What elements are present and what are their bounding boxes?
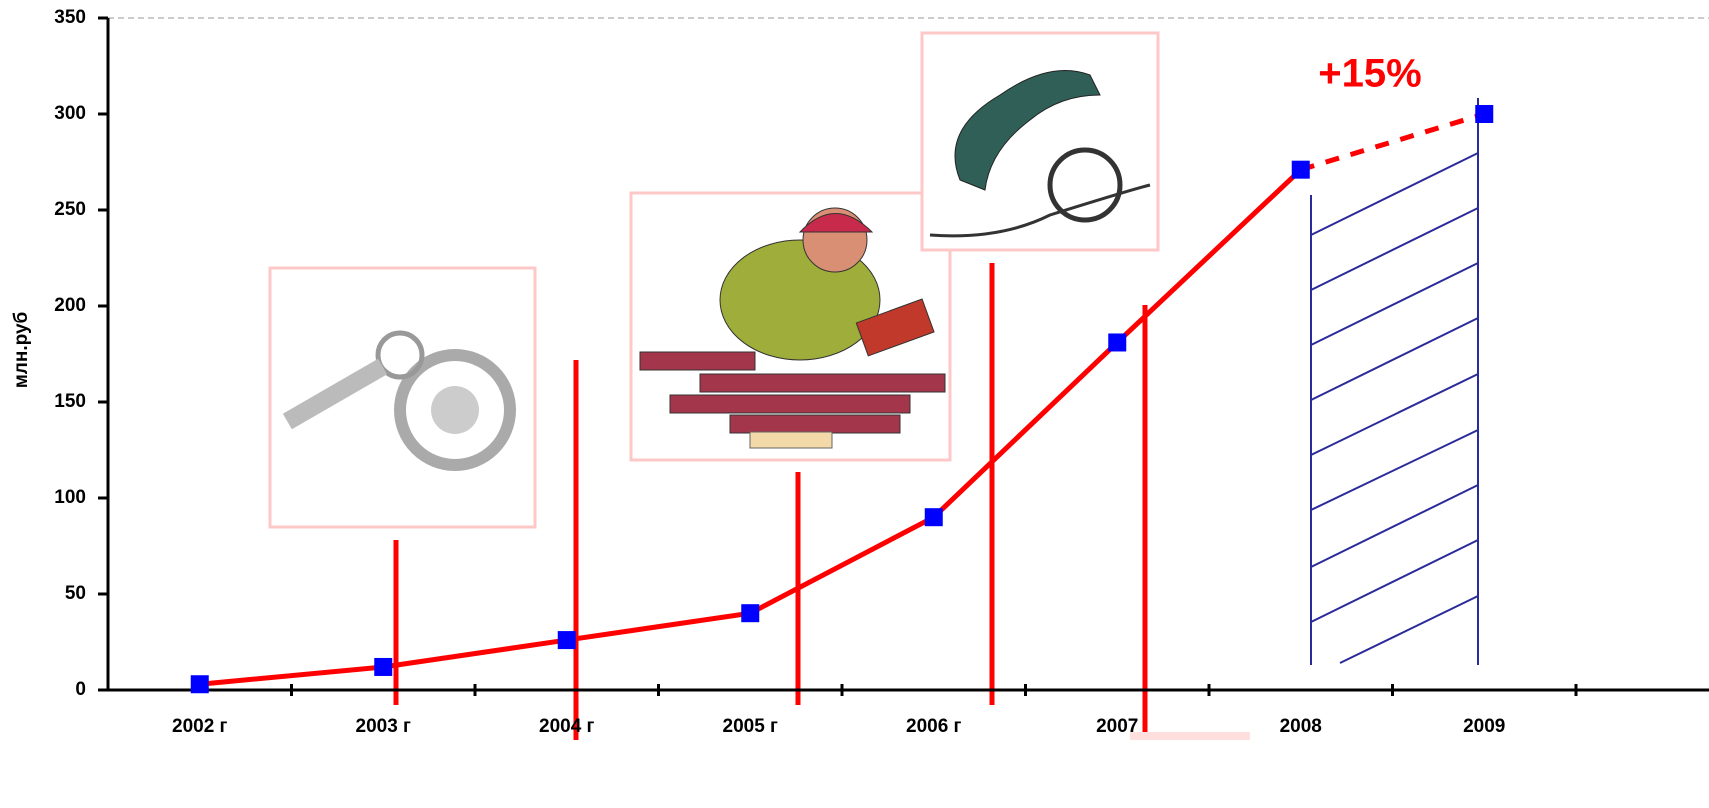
x-tick-label: 2007	[1096, 716, 1138, 737]
y-tick-label: 100	[54, 487, 86, 508]
line-forecast	[1300, 111, 1485, 173]
marker	[557, 631, 576, 650]
y-tick-label: 50	[65, 583, 86, 604]
marker	[741, 604, 760, 623]
marker	[1108, 333, 1127, 352]
marker	[374, 657, 393, 676]
y-tick-label: 0	[75, 679, 86, 700]
y-tick-label: 300	[54, 103, 86, 124]
x-tick-label: 2003 г	[356, 716, 412, 737]
y-tick-label: 200	[54, 295, 86, 316]
picture-worker	[629, 191, 952, 462]
picture-phone	[920, 31, 1160, 252]
y-axis-label: млн.руб	[11, 312, 32, 389]
marker	[1475, 105, 1494, 123]
decor-box	[1130, 732, 1250, 740]
y-tick-label: 150	[54, 391, 86, 412]
x-tick-label: 2002 г	[172, 716, 228, 737]
x-tick-label: 2008	[1280, 716, 1322, 737]
marker	[924, 508, 943, 527]
picture-keys	[268, 266, 537, 529]
x-tick-label: 2006 г	[906, 716, 962, 737]
x-tick-label: 2009	[1463, 716, 1505, 737]
annotation: +15%	[1318, 52, 1421, 96]
forecast-hatch	[1310, 98, 1479, 665]
x-tick-label: 2005 г	[723, 716, 779, 737]
y-tick-label: 350	[54, 7, 86, 28]
marker	[190, 675, 209, 694]
y-tick-label: 250	[54, 199, 86, 220]
x-tick-label: 2004 г	[539, 716, 595, 737]
marker	[1291, 160, 1310, 179]
